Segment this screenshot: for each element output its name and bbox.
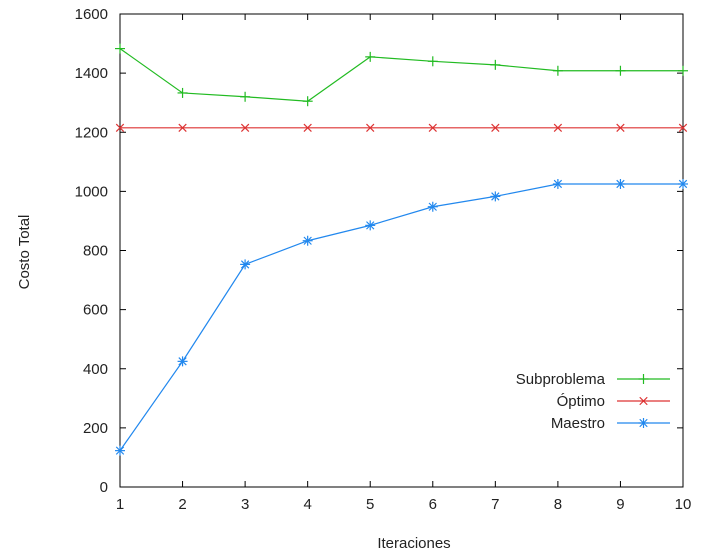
x-tick-label: 10 <box>675 496 692 513</box>
data-point <box>303 123 312 132</box>
data-point <box>115 43 125 54</box>
data-point <box>678 65 688 76</box>
data-point <box>616 123 625 132</box>
legend-marker <box>639 396 648 406</box>
legend-label: Subproblema <box>516 371 606 388</box>
data-point <box>491 123 500 132</box>
y-tick-label: 200 <box>83 420 108 437</box>
data-point <box>302 96 313 107</box>
series-lines <box>115 43 688 456</box>
series-1 <box>115 43 688 107</box>
x-tick-label: 3 <box>241 496 249 513</box>
y-tick-label: 1200 <box>75 124 108 141</box>
axes: 0 200 400 600 800 1000 1200 1400 1600 1 2 3 4 5 6 7 8 9 10 <box>75 6 692 513</box>
legend-marker <box>638 374 649 384</box>
data-point <box>427 56 438 67</box>
data-point <box>302 235 313 246</box>
x-tick-label: 1 <box>116 496 124 513</box>
series-3 <box>115 178 688 456</box>
y-tick-label: 1000 <box>75 183 108 200</box>
data-point <box>552 178 563 189</box>
x-axis-title: Iteraciones <box>377 535 450 552</box>
y-tick-label: 1400 <box>75 65 108 82</box>
series-line <box>119 183 683 451</box>
data-point <box>240 123 250 132</box>
y-tick-label: 1600 <box>75 6 108 23</box>
x-tick-label: 5 <box>366 496 374 513</box>
y-tick-label: 400 <box>83 361 108 378</box>
data-point <box>365 220 376 231</box>
legend-label: Óptimo <box>557 393 605 410</box>
y-tick-label: 600 <box>83 302 108 319</box>
x-tick-label: 2 <box>178 496 186 513</box>
data-point <box>177 356 188 367</box>
data-point <box>553 123 563 132</box>
data-point <box>115 445 125 456</box>
legend-marker <box>638 418 649 428</box>
data-point <box>366 123 375 132</box>
data-point <box>427 201 438 212</box>
data-point <box>490 191 501 202</box>
data-point <box>240 91 251 102</box>
data-point <box>365 51 376 62</box>
data-point <box>552 65 563 76</box>
data-point <box>428 123 437 132</box>
data-point <box>678 123 688 132</box>
x-tick-label: 6 <box>429 496 437 513</box>
series-2 <box>115 123 688 132</box>
data-point <box>678 178 688 189</box>
data-point <box>177 87 188 98</box>
y-tick-label: 0 <box>100 479 108 496</box>
data-point <box>115 123 125 132</box>
y-tick-label: 800 <box>83 243 108 260</box>
data-point <box>178 123 187 132</box>
data-point <box>490 59 501 70</box>
x-tick-label: 4 <box>303 496 311 513</box>
data-point <box>615 65 626 76</box>
series-line <box>119 48 683 102</box>
data-point <box>240 259 251 270</box>
x-tick-label: 7 <box>491 496 499 513</box>
x-tick-label: 8 <box>554 496 562 513</box>
x-tick-label: 9 <box>616 496 624 513</box>
y-axis-title: Costo Total <box>16 215 33 290</box>
data-point <box>615 178 626 189</box>
legend: Subproblema Óptimo Maestro <box>516 371 670 432</box>
legend-label: Maestro <box>551 415 605 432</box>
